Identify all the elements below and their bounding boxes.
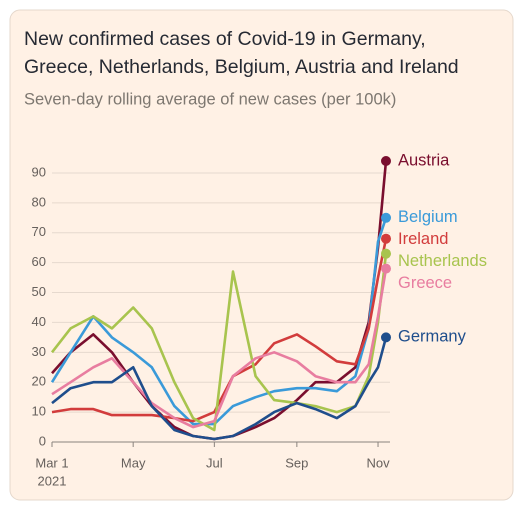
card	[9, 9, 514, 501]
y-tick-label: 20	[32, 374, 46, 389]
title-line: New confirmed cases of Covid-19 in Germa…	[24, 28, 426, 50]
y-tick-label: 40	[32, 314, 46, 329]
y-tick-label: 10	[32, 404, 46, 419]
legend-label: Greece	[398, 274, 452, 292]
x-tick-label: May	[121, 455, 146, 470]
legend-label: Germany	[398, 328, 467, 346]
end-dot	[381, 263, 392, 274]
plot: 0 10 20 30 40 50 60 70 80 90 Mar 1 May Jul Sep Nov 2021…	[32, 151, 487, 488]
y-tick-label: 60	[32, 254, 46, 269]
end-dot	[381, 332, 392, 343]
y-tick-label: 70	[32, 224, 46, 239]
series-line	[51, 337, 388, 441]
x-year-label: 2021	[38, 473, 67, 488]
x-tick-label: Sep	[285, 455, 308, 470]
x-tick-label: Mar 1	[35, 455, 68, 470]
x-tick-label: Jul	[206, 455, 223, 470]
end-dot	[381, 212, 392, 223]
title-line: Greece, Netherlands, Belgium, Austria an…	[24, 56, 459, 78]
end-dot	[381, 248, 392, 259]
legend-label: Austria	[398, 151, 450, 169]
legend-label: Ireland	[398, 230, 448, 248]
y-tick-label: 80	[32, 194, 46, 209]
legend-label: Netherlands	[398, 252, 487, 270]
chart-title: New confirmed cases of Covid-19 in Germa…	[24, 28, 459, 78]
x-tick-label: Nov	[366, 455, 390, 470]
y-tick-label: 90	[32, 164, 46, 179]
series-line	[51, 268, 388, 429]
chart-subtitle: Seven-day rolling average of new cases (…	[24, 90, 396, 108]
legend-label: Belgium	[398, 208, 458, 226]
y-tick-label: 50	[32, 284, 46, 299]
y-tick-label: 0	[39, 433, 46, 448]
end-dot	[381, 233, 392, 244]
y-tick-label: 30	[32, 344, 46, 359]
end-dot	[381, 155, 392, 166]
series-line	[50, 217, 388, 426]
